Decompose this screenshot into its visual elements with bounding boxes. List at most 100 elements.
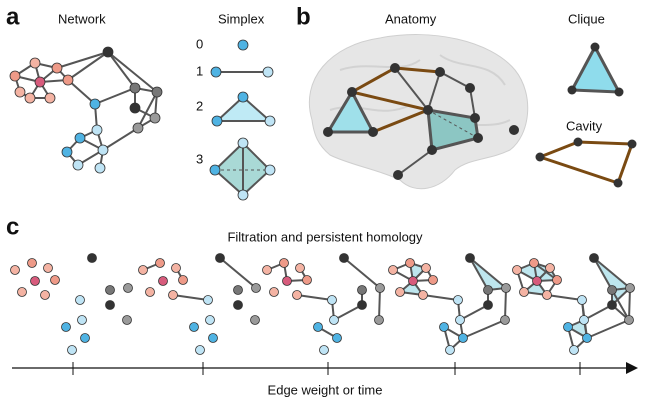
node [262,265,272,275]
node [329,315,339,325]
node [17,287,27,297]
node [327,295,337,305]
node [439,322,449,332]
node [589,253,599,263]
node [195,345,205,355]
node [215,253,225,263]
node [577,295,587,305]
node [545,263,555,273]
node [132,122,144,134]
node [208,333,218,343]
node [408,276,418,286]
node [122,315,132,325]
axis [12,362,638,375]
node [375,283,385,293]
node [40,290,50,300]
edge [378,287,381,321]
edge [67,79,96,105]
snapshot [138,253,261,355]
node [158,276,168,286]
node [582,333,592,343]
node [155,258,165,268]
node [168,290,178,300]
network [9,46,163,174]
node [43,263,53,273]
axis-label: Edge weight or time [268,382,383,397]
node [388,265,398,275]
node [151,86,163,98]
simplex-order: 3 [196,151,203,166]
snapshot [388,253,511,355]
simplex-order: 2 [196,98,203,113]
clique-title: Clique [568,11,605,26]
simplex-order: 0 [196,36,203,51]
node [30,276,40,286]
node [50,275,60,285]
node [51,62,63,74]
node [357,285,367,295]
edge [459,304,489,321]
node [519,287,529,297]
node [203,295,213,305]
panel-letter: b [296,3,311,30]
edge [137,91,158,129]
node [233,285,243,295]
node [189,322,199,332]
node [563,322,573,332]
filtration-snapshots [10,253,635,355]
node [251,283,261,293]
node [29,57,41,69]
node [62,74,74,86]
node [465,253,475,263]
node [279,258,289,268]
filtration-title: Filtration and persistent homology [227,229,423,244]
node [87,253,97,263]
node [67,345,77,355]
node [171,263,181,273]
node [483,300,493,310]
node [10,265,20,275]
node [453,295,463,305]
node [129,82,141,94]
node [405,258,415,268]
node [97,144,109,156]
node [138,265,148,275]
node [27,258,37,268]
cavity [535,137,637,188]
node [313,322,323,332]
edge [94,87,136,105]
node [357,300,367,310]
node [569,345,579,355]
panel-letter: c [6,213,19,240]
node [428,275,438,285]
edge [469,257,507,289]
node [149,112,161,124]
edge [172,294,209,301]
node [61,146,73,158]
edge [56,51,109,69]
node [512,265,522,275]
anatomy-title: Anatomy [385,11,437,26]
edge [107,51,158,93]
node [607,285,617,295]
node [145,287,155,297]
snapshot [262,253,385,355]
node [483,285,493,295]
node [302,275,312,285]
node [105,285,115,295]
node [532,276,542,286]
cavity-title: Cavity [566,118,603,133]
edge [583,304,613,321]
node [624,315,634,325]
edge [628,287,631,321]
node [501,283,511,293]
edge [546,294,583,301]
simplex-order: 1 [196,63,203,78]
node [445,345,455,355]
node [34,76,46,88]
node [319,345,329,355]
edge [296,294,333,301]
node [14,86,26,98]
simplex-examples: 0 1 2 3 [196,36,276,201]
